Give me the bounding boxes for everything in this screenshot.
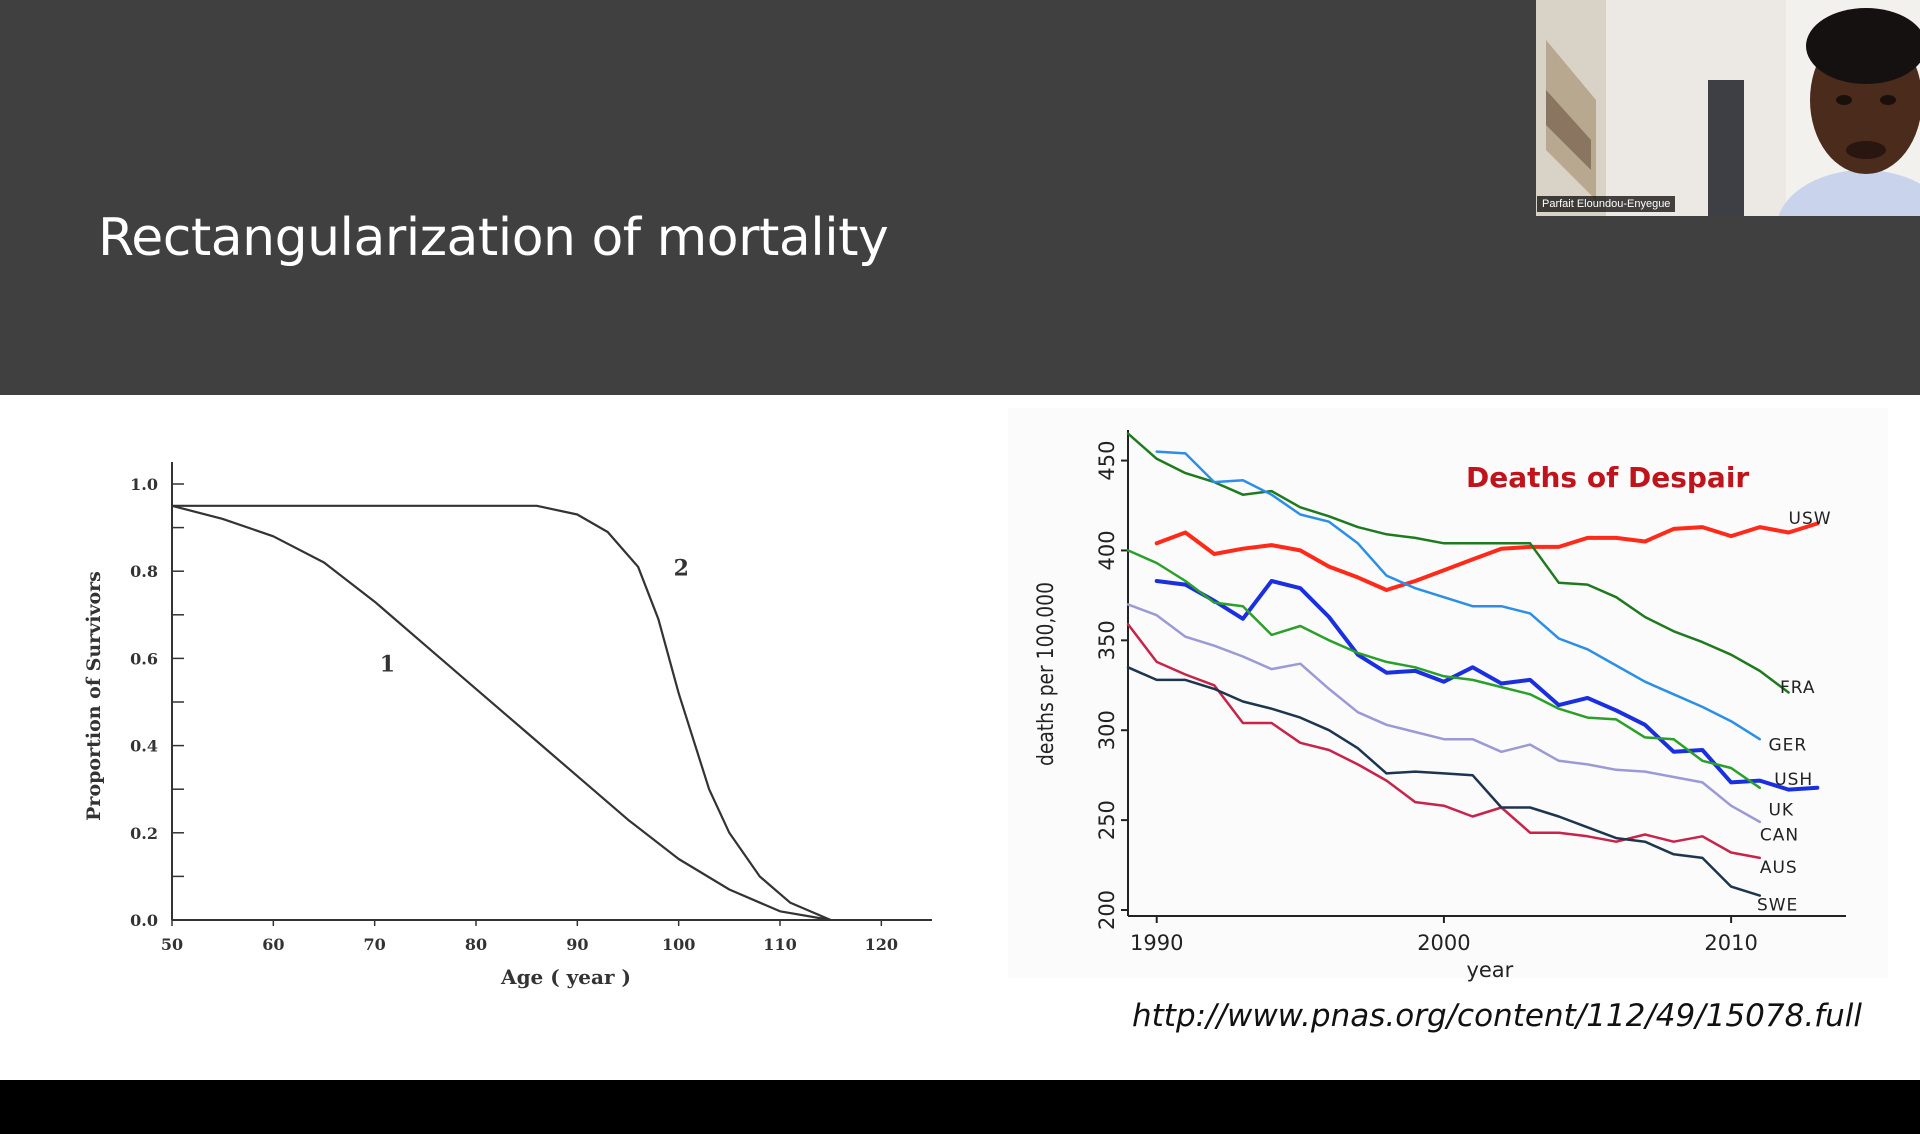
webcam-video-tile[interactable] (1536, 0, 1920, 216)
despair-series-label-uk: UK (1768, 800, 1794, 820)
survival-y-tick-label: 0.4 (130, 737, 158, 756)
survival-x-tick-label: 50 (161, 935, 183, 954)
survival-curve-1 (171, 504, 831, 922)
despair-series-label-can: CAN (1760, 825, 1799, 845)
despair-x-axis-label: year (1466, 958, 1513, 982)
despair-plot-background (1008, 408, 1888, 978)
despair-y-axis-label: deaths per 100,000 (1033, 582, 1059, 766)
survival-x-axis-label: Age ( year ) (500, 965, 631, 989)
survival-y-tick-label: 0.2 (130, 824, 158, 843)
survival-x-tick-label: 60 (262, 935, 284, 954)
survival-y-tick-label: 0.8 (130, 562, 158, 581)
despair-chart-title: Deaths of Despair (1466, 461, 1749, 494)
despair-series-usw (1154, 521, 1820, 592)
survival-chart: 50 60 70 80 90 100 110 120 0.0 0.2 0.4 0.6 0.8 1.0 Age… (83, 462, 932, 989)
survival-curve-label-2: 2 (674, 556, 689, 582)
despair-series-can (1126, 603, 1762, 824)
despair-x-tick-label: 2000 (1417, 931, 1470, 955)
survival-y-tick-label: 1.0 (130, 475, 158, 494)
despair-series-ger (1155, 450, 1762, 741)
despair-series-uk (1126, 549, 1762, 790)
deaths-of-despair-chart: 1990 2000 2010 200 250 300 350 400 450 year deaths… (1008, 408, 1888, 982)
despair-y-tick-label: 250 (1095, 800, 1119, 840)
survival-x-tick-label: 110 (763, 935, 796, 954)
despair-x-tick-label: 1990 (1130, 931, 1183, 955)
slide-title: Rectangularization of mortality (98, 208, 889, 268)
despair-series-label-ger: GER (1768, 736, 1807, 756)
source-url[interactable]: http://www.pnas.org/content/112/49/15078… (1132, 998, 1862, 1034)
bottom-bar (0, 1080, 1920, 1134)
survival-y-axis-label: Proportion of Survivors (83, 571, 105, 821)
despair-series-aus (1126, 622, 1762, 860)
despair-series-label-fra: FRA (1780, 678, 1816, 698)
despair-series-label-ush: USH (1774, 770, 1813, 790)
despair-series-label-aus: AUS (1760, 858, 1798, 878)
despair-y-tick-label: 400 (1095, 530, 1119, 570)
despair-y-tick-label: 450 (1095, 441, 1119, 481)
despair-y-tick-label: 300 (1095, 710, 1119, 750)
survival-x-tick-label: 90 (566, 935, 588, 954)
survival-x-tick-label: 100 (662, 935, 695, 954)
despair-x-tick-label: 2010 (1704, 931, 1757, 955)
webcam-feed (1536, 0, 1920, 216)
despair-series-fra (1126, 432, 1790, 694)
participant-name-label: Parfait Eloundou-Enyegue (1537, 196, 1676, 212)
survival-curve-2 (172, 504, 832, 922)
despair-y-tick-label: 200 (1095, 890, 1119, 930)
despair-series-label-swe: SWE (1757, 896, 1798, 916)
survival-y-tick-label: 0.6 (130, 649, 158, 668)
survival-curve-label-1: 1 (380, 651, 395, 677)
survival-y-tick-label: 0.0 (130, 911, 158, 930)
despair-series-label-usw: USW (1789, 509, 1832, 529)
survival-x-tick-label: 120 (865, 935, 898, 954)
despair-y-tick-label: 350 (1095, 620, 1119, 660)
survival-x-tick-label: 70 (364, 935, 386, 954)
despair-series-swe (1126, 666, 1762, 897)
despair-series-ush (1154, 579, 1820, 792)
survival-x-tick-label: 80 (465, 935, 487, 954)
